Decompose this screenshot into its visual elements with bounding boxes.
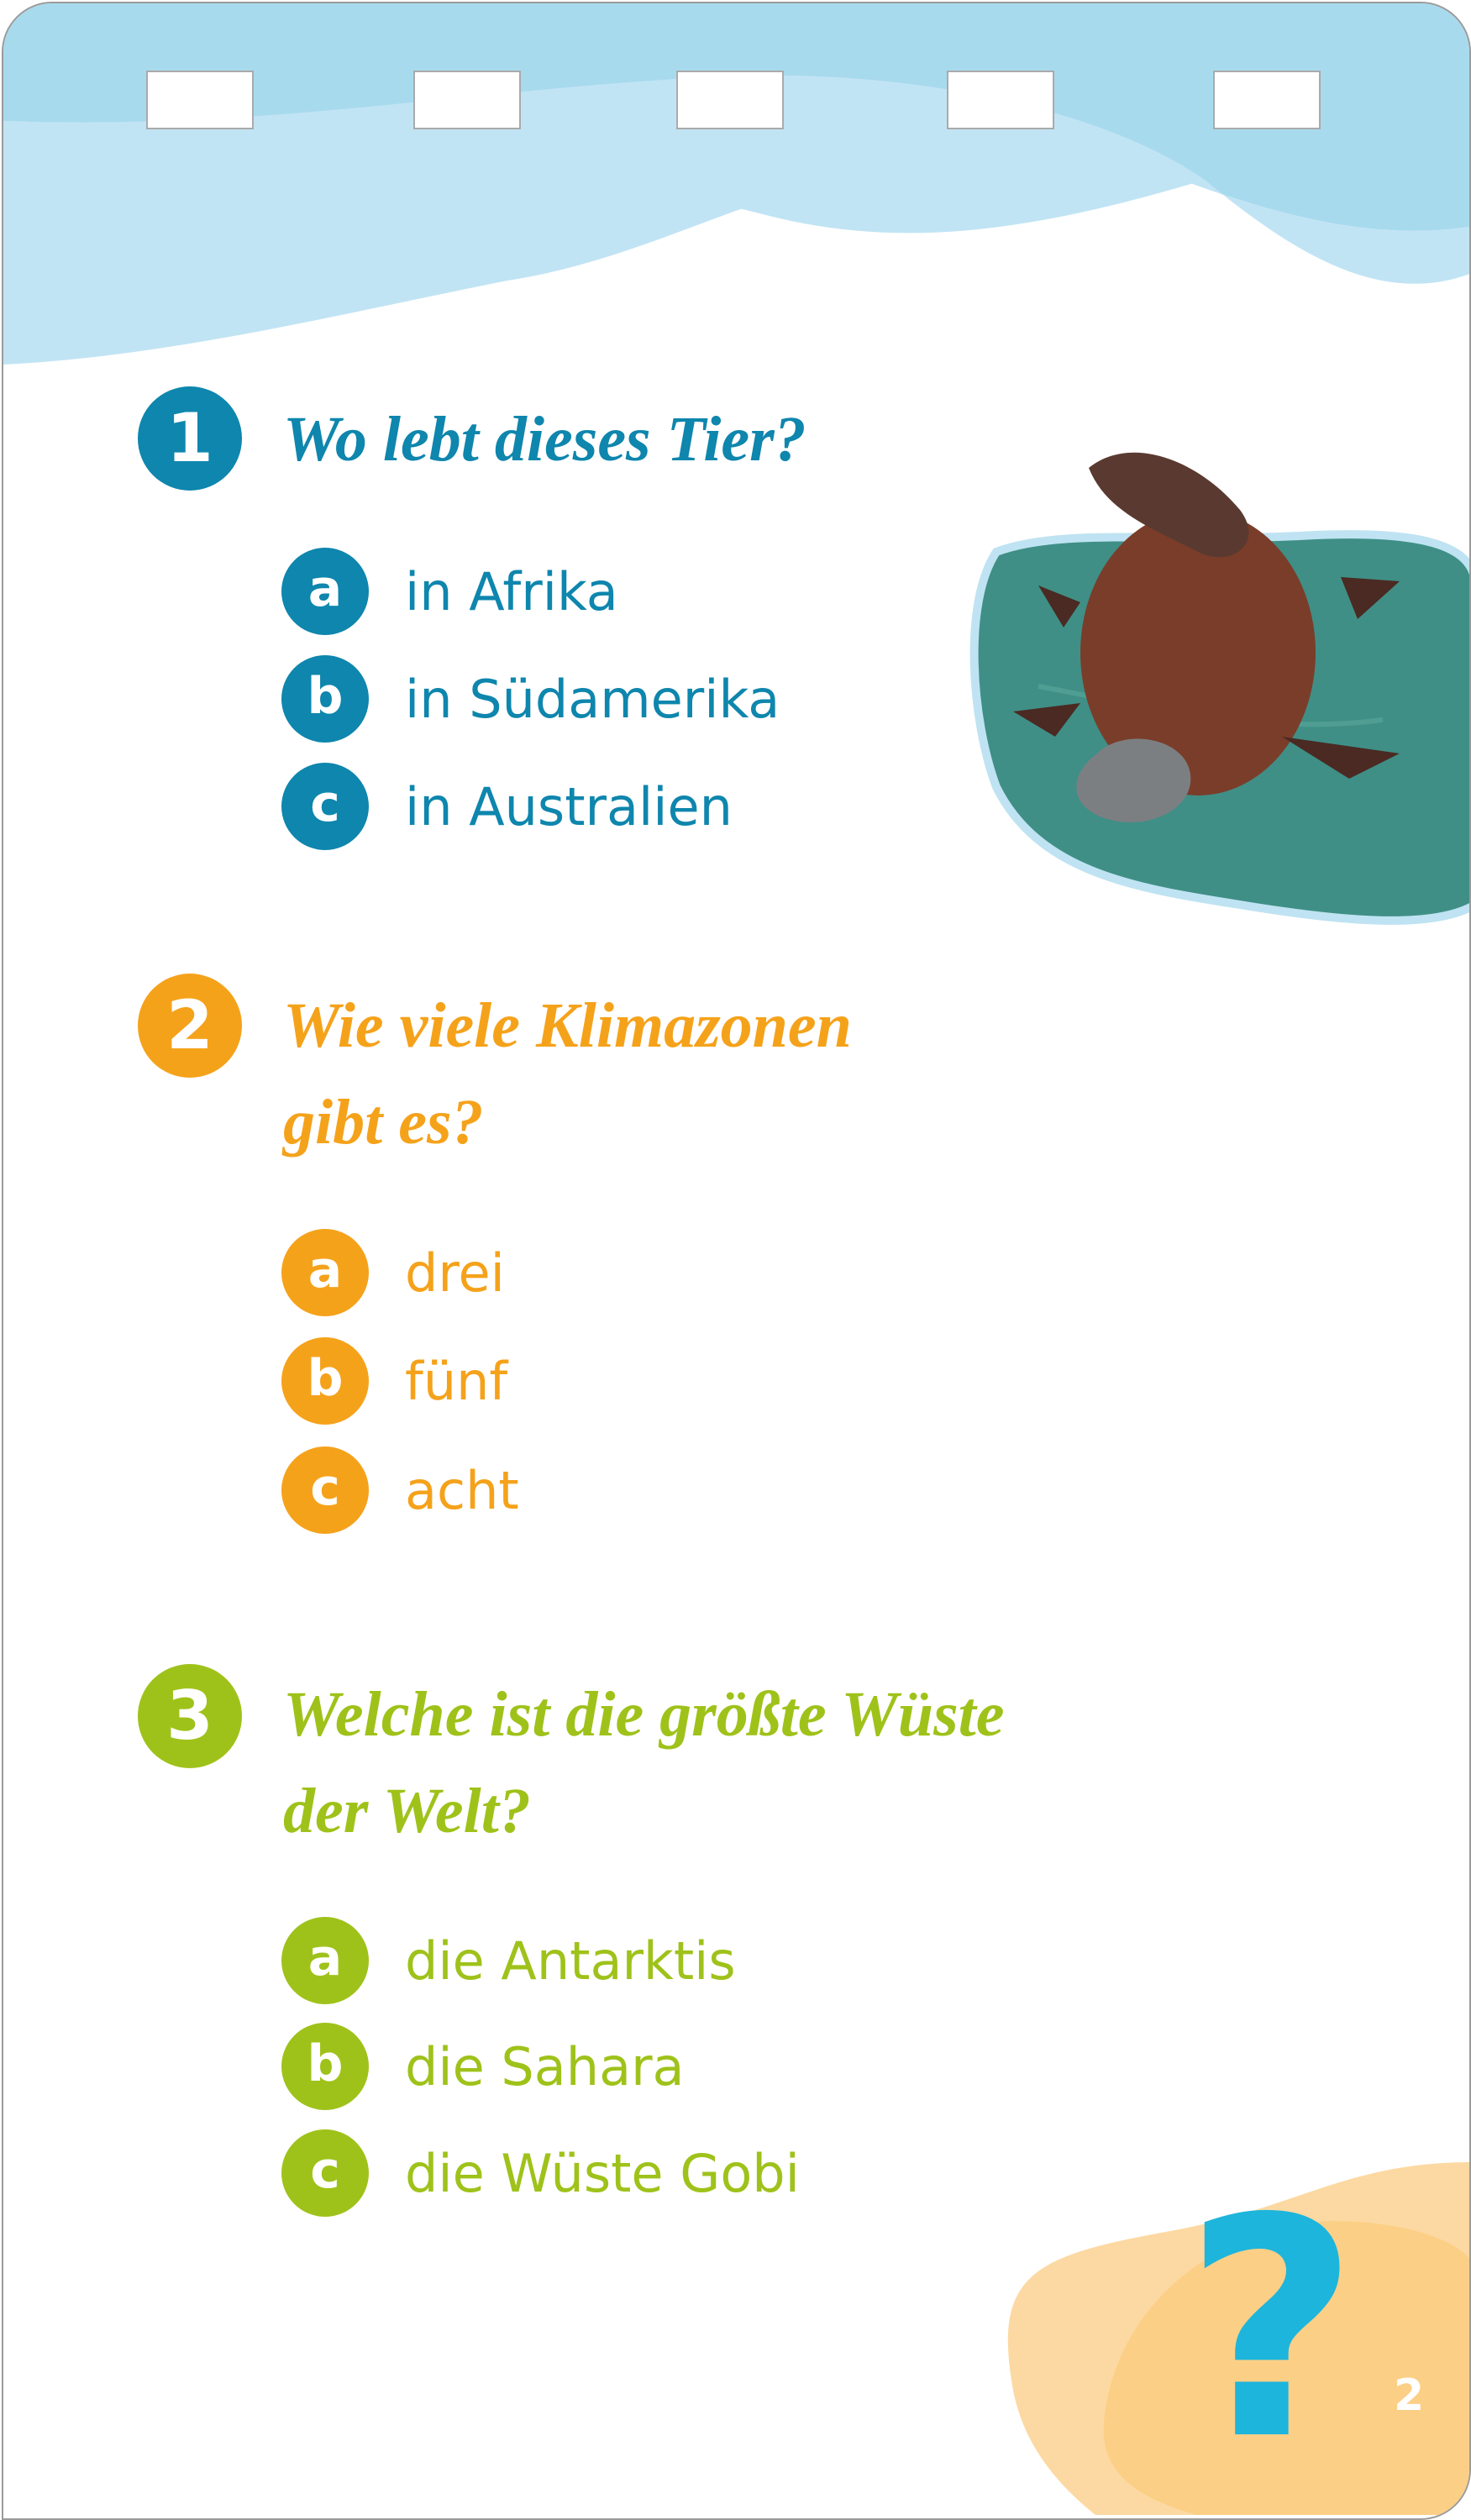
binding-hole — [146, 71, 254, 129]
answer-2b[interactable]: b fünf — [281, 1337, 507, 1425]
answer-text: acht — [405, 1459, 519, 1521]
answer-text: die Antarktis — [405, 1929, 736, 1992]
answer-1b[interactable]: b in Südamerika — [281, 655, 780, 743]
answer-3a[interactable]: a die Antarktis — [281, 1917, 736, 2004]
answer-text: in Südamerika — [405, 668, 780, 730]
question-line: gibt es? — [283, 1087, 484, 1158]
answer-text: fünf — [405, 1350, 508, 1412]
answer-2a[interactable]: a drei — [281, 1229, 505, 1316]
wave-lighter — [3, 75, 1205, 365]
answer-letter: b — [281, 655, 369, 743]
answer-text: in Afrika — [405, 560, 618, 622]
blob-dark — [1103, 2221, 1469, 2515]
answer-letter: a — [281, 1229, 369, 1316]
answer-letter: c — [281, 2129, 369, 2217]
answer-letter: c — [281, 763, 369, 850]
question-line: Wo lebt dieses Tier? — [283, 404, 806, 475]
answer-letter: a — [281, 1917, 369, 2004]
platypus-photo — [969, 452, 1469, 925]
question-line: der Welt? — [283, 1776, 531, 1846]
answer-letter: b — [281, 2023, 369, 2110]
question-line: Welche ist die größte Wüste — [283, 1679, 1005, 1750]
wave-dark — [3, 3, 1469, 231]
card-background — [3, 3, 1469, 2515]
question-mark-icon: ? — [1184, 2154, 1359, 2506]
answer-letter: c — [281, 1446, 369, 1534]
answer-1c[interactable]: c in Australien — [281, 763, 733, 850]
binding-hole — [413, 71, 521, 129]
answer-1a[interactable]: a in Afrika — [281, 548, 618, 635]
page-number: 2 — [1394, 2370, 1425, 2421]
answer-letter: b — [281, 1337, 369, 1425]
binding-hole — [1213, 71, 1321, 129]
answer-text: die Sahara — [405, 2035, 685, 2097]
answer-text: drei — [405, 1242, 505, 1304]
question-line: Wie viele Klimazonen — [283, 990, 852, 1061]
answer-text: die Wüste Gobi — [405, 2142, 800, 2204]
answer-text: in Australien — [405, 775, 733, 837]
question-number-1: 1 — [138, 386, 242, 491]
answer-3b[interactable]: b die Sahara — [281, 2023, 685, 2110]
question-1-text: Wo lebt dieses Tier? — [283, 391, 806, 488]
binding-hole — [676, 71, 784, 129]
question-number-2: 2 — [138, 974, 242, 1078]
question-number-3: 3 — [138, 1664, 242, 1768]
question-2-text: Wie viele Klimazonen gibt es? — [283, 978, 852, 1171]
answer-letter: a — [281, 548, 369, 635]
answer-2c[interactable]: c acht — [281, 1446, 519, 1534]
binding-hole — [947, 71, 1054, 129]
answer-3c[interactable]: c die Wüste Gobi — [281, 2129, 800, 2217]
question-3-text: Welche ist die größte Wüste der Welt? — [283, 1667, 1005, 1860]
